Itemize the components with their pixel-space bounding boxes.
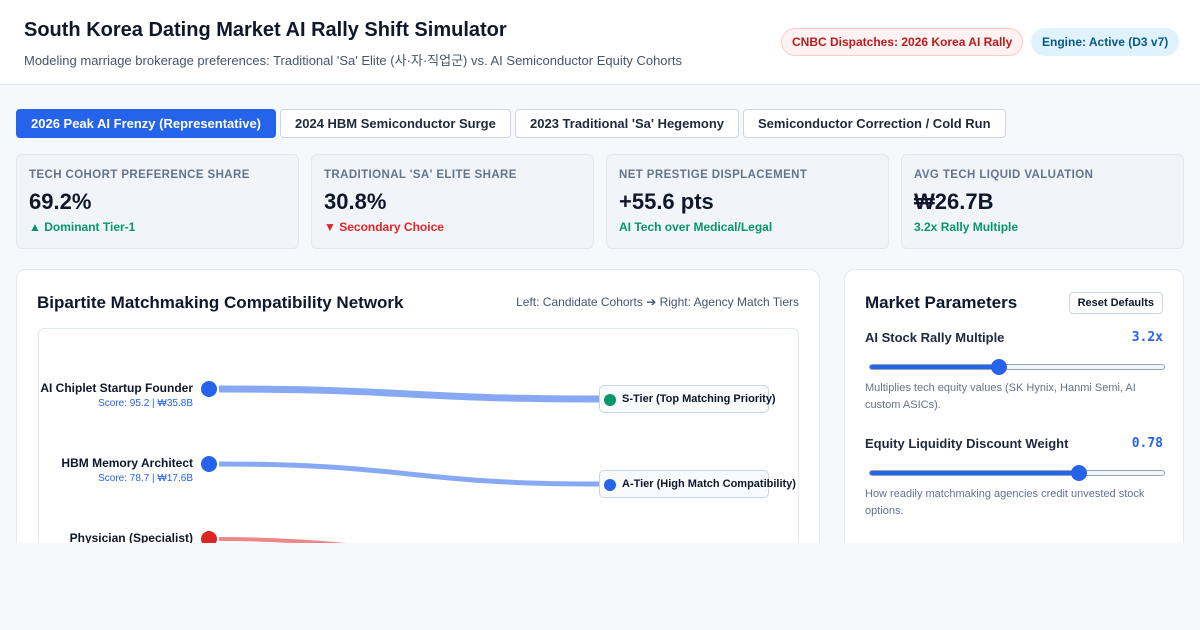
param-desc-rally-multiple: Multiplies tech equity values (SK Hynix,…: [865, 382, 1136, 412]
param-label-liquidity-discount: Equity Liquidity Discount Weight: [865, 436, 1069, 451]
parameters-title: Market Parameters: [865, 293, 1018, 312]
metric-value: +55.6 pts: [619, 189, 714, 214]
tab-2024-hbm-surge[interactable]: 2024 HBM Semiconductor Surge: [280, 109, 511, 138]
metric-card-sa-share: TRADITIONAL 'SA' ELITE SHARE 30.8% ▼ Sec…: [311, 154, 594, 249]
candidate-name-ai-chiplet: AI Chiplet Startup Founder: [40, 381, 193, 395]
app-header: South Korea Dating Market AI Rally Shift…: [0, 0, 1200, 85]
liquidity-discount-slider[interactable]: [869, 465, 1165, 481]
slider-fill: [870, 365, 1000, 369]
metric-trend: ▲ Dominant Tier-1: [29, 220, 136, 234]
slider-thumb[interactable]: [1070, 465, 1087, 481]
metric-trend: 3.2x Rally Multiple: [914, 220, 1019, 234]
reset-defaults-button[interactable]: Reset Defaults: [1068, 292, 1163, 314]
network-title: Bipartite Matchmaking Compatibility Netw…: [37, 293, 404, 312]
metric-label: TECH COHORT PREFERENCE SHARE: [29, 169, 250, 181]
page-background: [0, 543, 1200, 630]
tier-node-s[interactable]: S-Tier (Top Matching Priority): [599, 385, 776, 413]
candidate-score-hbm: Score: 78.7 | ₩17.6B: [98, 473, 193, 484]
metric-card-tech-valuation: AVG TECH LIQUID VALUATION ₩26.7B 3.2x Ra…: [901, 154, 1184, 249]
tab-semiconductor-correction[interactable]: Semiconductor Correction / Cold Run: [743, 109, 1006, 138]
tier-dot-icon: [604, 479, 616, 491]
tier-dot-icon: [604, 394, 616, 406]
network-legend: Left: Candidate Cohorts ➔ Right: Agency …: [516, 295, 799, 309]
param-label-rally-multiple: AI Stock Rally Multiple: [865, 330, 1005, 345]
candidate-name-physician: Physician (Specialist): [69, 531, 193, 545]
parameters-panel: Market Parameters Reset Defaults AI Stoc…: [844, 269, 1184, 569]
news-badge: CNBC Dispatches: 2026 Korea AI Rally: [781, 28, 1024, 56]
param-value-rally-multiple: 3.2x: [1131, 330, 1163, 345]
network-graph: [201, 381, 600, 576]
metric-trend: AI Tech over Medical/Legal: [619, 220, 773, 234]
network-panel: Bipartite Matchmaking Compatibility Netw…: [16, 269, 820, 588]
metric-trend: ▼ Secondary Choice: [324, 220, 444, 234]
tier-node-a[interactable]: A-Tier (High Match Compatibility): [599, 470, 796, 498]
metric-card-prestige-displacement: NET PRESTIGE DISPLACEMENT +55.6 pts AI T…: [606, 154, 889, 249]
metric-card-tech-share: TECH COHORT PREFERENCE SHARE 69.2% ▲ Dom…: [16, 154, 299, 249]
candidate-name-hbm: HBM Memory Architect: [61, 456, 193, 470]
metric-value: 69.2%: [29, 189, 92, 214]
candidate-score-ai-chiplet: Score: 95.2 | ₩35.8B: [98, 398, 193, 409]
page-subtitle: Modeling marriage brokerage preferences:…: [24, 53, 682, 68]
link-ai-chiplet-to-s-tier[interactable]: [218, 385, 600, 403]
tier-label: A-Tier (High Match Compatibility): [622, 478, 796, 490]
tier-label: S-Tier (Top Matching Priority): [622, 393, 776, 405]
metric-label: TRADITIONAL 'SA' ELITE SHARE: [324, 169, 517, 181]
page-title: South Korea Dating Market AI Rally Shift…: [24, 19, 507, 41]
rally-multiple-slider[interactable]: [869, 359, 1165, 375]
tab-2023-traditional-sa[interactable]: 2023 Traditional 'Sa' Hegemony: [515, 109, 740, 138]
engine-status-badge: Engine: Active (D3 v7): [1031, 28, 1180, 56]
slider-thumb[interactable]: [991, 359, 1008, 375]
slider-fill: [870, 471, 1079, 475]
param-desc-liquidity-discount: How readily matchmaking agencies credit …: [865, 488, 1145, 518]
link-hbm-to-a-tier[interactable]: [218, 461, 600, 487]
node-ai-chiplet-founder[interactable]: [201, 381, 217, 397]
metric-value: 30.8%: [324, 189, 387, 214]
metric-value: ₩26.7B: [914, 189, 994, 214]
node-hbm-memory-architect[interactable]: [201, 456, 217, 472]
param-value-liquidity-discount: 0.78: [1131, 436, 1163, 451]
metric-label: NET PRESTIGE DISPLACEMENT: [619, 169, 808, 181]
metric-label: AVG TECH LIQUID VALUATION: [914, 169, 1094, 181]
tab-2026-peak-ai-frenzy[interactable]: 2026 Peak AI Frenzy (Representative): [16, 109, 277, 138]
